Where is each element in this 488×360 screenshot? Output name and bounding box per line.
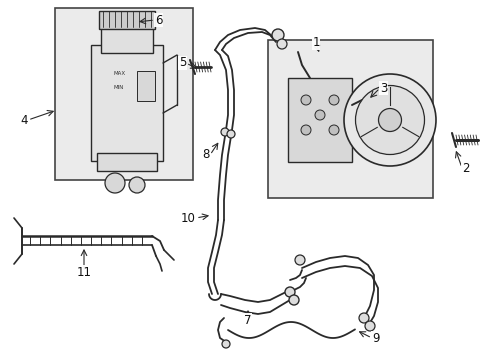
Text: 7: 7 xyxy=(244,314,251,327)
Circle shape xyxy=(105,173,125,193)
Bar xyxy=(55,8,193,180)
Text: 3: 3 xyxy=(379,81,386,94)
Bar xyxy=(97,153,157,171)
Text: 5: 5 xyxy=(178,57,185,69)
Circle shape xyxy=(285,287,294,297)
Circle shape xyxy=(221,128,228,136)
Circle shape xyxy=(328,125,338,135)
Circle shape xyxy=(378,108,401,131)
Circle shape xyxy=(355,85,424,154)
Text: 2: 2 xyxy=(461,162,468,175)
Bar xyxy=(91,45,163,161)
Text: MIN: MIN xyxy=(113,85,123,90)
Circle shape xyxy=(328,95,338,105)
Circle shape xyxy=(343,74,435,166)
Circle shape xyxy=(314,110,325,120)
Text: 1: 1 xyxy=(312,36,319,49)
Bar xyxy=(287,78,351,162)
Circle shape xyxy=(226,130,235,138)
Circle shape xyxy=(301,95,310,105)
Circle shape xyxy=(301,125,310,135)
Text: MAX: MAX xyxy=(113,71,125,76)
Bar xyxy=(137,71,155,101)
Circle shape xyxy=(358,313,368,323)
Bar xyxy=(99,11,155,29)
Text: 9: 9 xyxy=(371,332,379,345)
Circle shape xyxy=(294,255,305,265)
Text: 8: 8 xyxy=(202,148,209,162)
Text: 4: 4 xyxy=(20,113,28,126)
Circle shape xyxy=(129,177,145,193)
Circle shape xyxy=(271,29,284,41)
Circle shape xyxy=(364,321,374,331)
Text: 6: 6 xyxy=(155,13,162,27)
Bar xyxy=(101,25,153,53)
Circle shape xyxy=(222,340,229,348)
Bar xyxy=(267,40,432,198)
Circle shape xyxy=(276,39,286,49)
Text: 11: 11 xyxy=(76,266,91,279)
Circle shape xyxy=(288,295,298,305)
Text: 10: 10 xyxy=(181,211,196,225)
